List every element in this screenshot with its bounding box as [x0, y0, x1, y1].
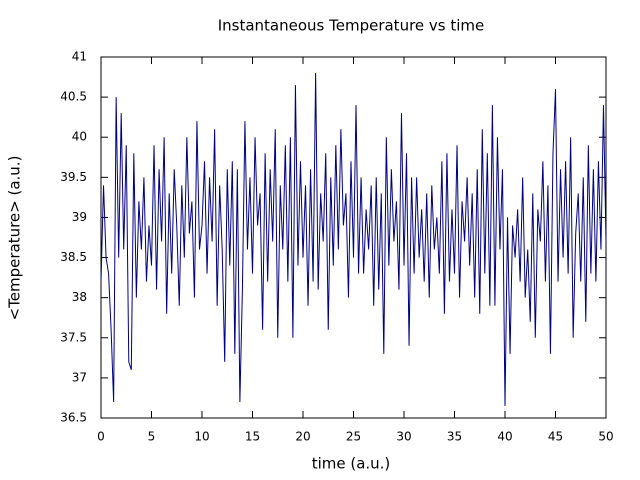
x-tick-label: 0 — [97, 430, 105, 444]
x-tick-label: 35 — [447, 430, 462, 444]
x-tick-label: 10 — [194, 430, 209, 444]
y-tick-label: 39 — [72, 210, 87, 224]
y-tick-label: 40.5 — [60, 90, 87, 104]
x-tick-label: 15 — [245, 430, 260, 444]
x-tick-label: 40 — [497, 430, 512, 444]
chart-title: Instantaneous Temperature vs time — [218, 17, 485, 35]
y-tick-label: 37.5 — [60, 330, 87, 344]
x-tick-label: 50 — [598, 430, 613, 444]
x-tick-label: 30 — [396, 430, 411, 444]
y-tick-label: 40 — [72, 130, 87, 144]
y-tick-label: 41 — [72, 50, 87, 64]
y-tick-label: 37 — [72, 370, 87, 384]
x-tick-label: 45 — [548, 430, 563, 444]
y-tick-label: 38.5 — [60, 250, 87, 264]
y-axis-label: <Temperature> (a.u.) — [6, 156, 24, 321]
x-tick-label: 20 — [295, 430, 310, 444]
y-tick-label: 36.5 — [60, 411, 87, 425]
y-tick-label: 39.5 — [60, 170, 87, 184]
data-line — [100, 73, 607, 406]
x-tick-label: 25 — [346, 430, 361, 444]
y-tick-label: 38 — [72, 290, 87, 304]
x-tick-label: 5 — [148, 430, 156, 444]
x-axis-label: time (a.u.) — [312, 455, 391, 473]
